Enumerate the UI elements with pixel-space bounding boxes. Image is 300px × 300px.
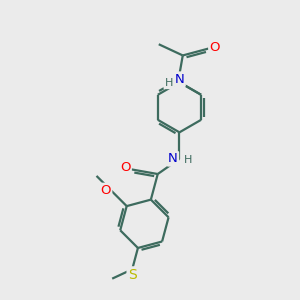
Text: S: S <box>128 268 136 282</box>
Text: O: O <box>100 184 111 197</box>
Text: H: H <box>184 155 192 165</box>
Text: N: N <box>168 152 178 165</box>
Text: O: O <box>210 40 220 54</box>
Text: N: N <box>175 73 184 86</box>
Text: H: H <box>165 78 173 88</box>
Text: O: O <box>120 161 130 175</box>
